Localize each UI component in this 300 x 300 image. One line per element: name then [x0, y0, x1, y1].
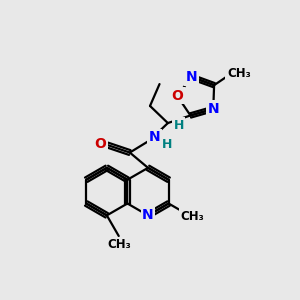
Text: H: H: [174, 118, 184, 131]
Text: O: O: [171, 89, 183, 103]
Text: N: N: [186, 70, 198, 84]
Text: H: H: [162, 138, 172, 151]
Text: CH₃: CH₃: [227, 67, 251, 80]
Text: N: N: [142, 208, 154, 222]
Text: N: N: [208, 102, 219, 116]
Text: N: N: [149, 130, 161, 144]
Text: CH₃: CH₃: [180, 210, 204, 223]
Text: CH₃: CH₃: [108, 238, 132, 251]
Text: O: O: [94, 137, 106, 151]
